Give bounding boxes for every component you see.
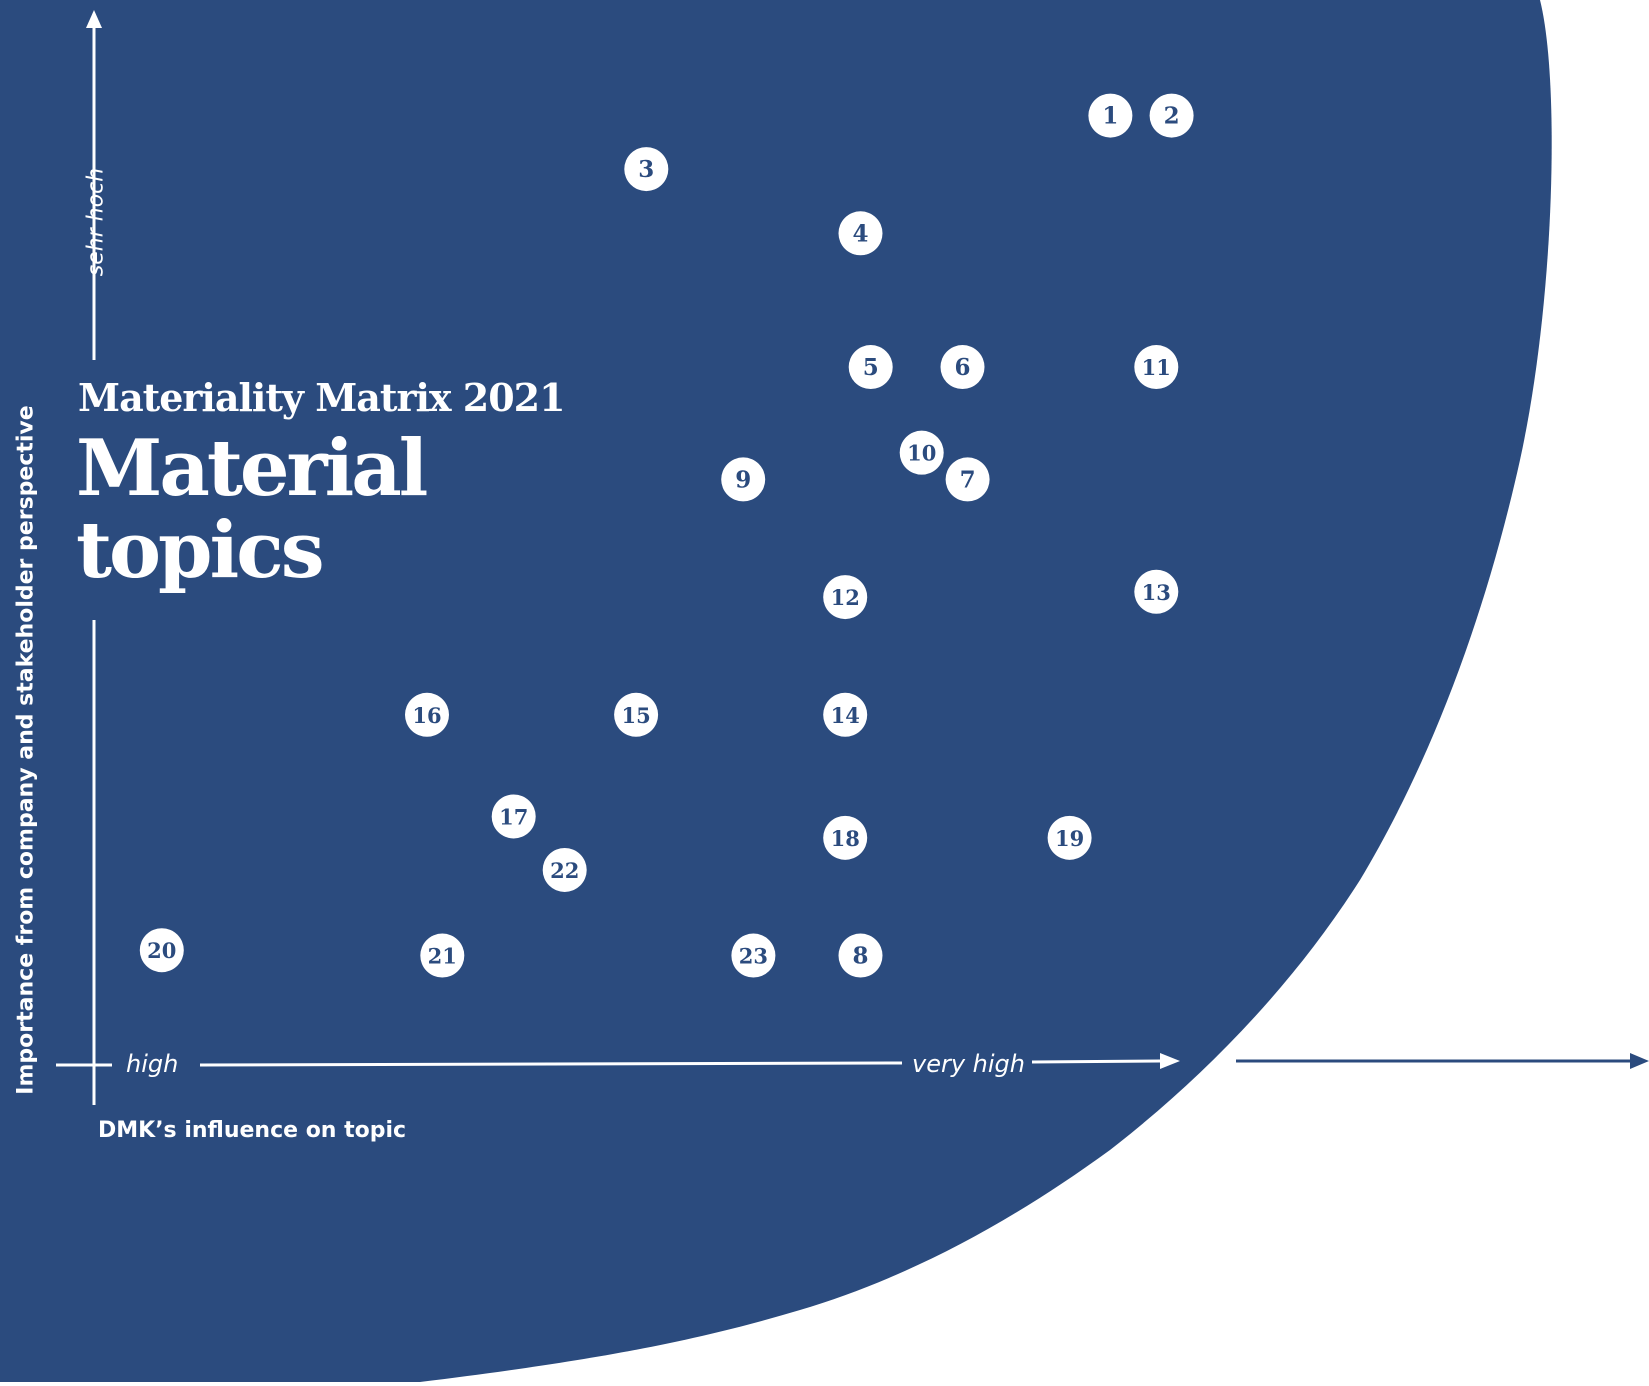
data-point-label: 17 xyxy=(499,804,528,829)
data-point: 14 xyxy=(823,692,868,737)
data-point-label: 18 xyxy=(831,826,860,851)
data-point-label: 2 xyxy=(1164,103,1180,130)
data-point-marker xyxy=(823,815,868,860)
data-point-marker xyxy=(1047,815,1092,860)
outer-arrowhead xyxy=(1630,1053,1649,1069)
data-point-marker xyxy=(731,933,776,978)
data-point-label: 5 xyxy=(863,354,879,381)
data-point-label: 3 xyxy=(638,156,654,183)
axes xyxy=(56,10,1649,1105)
data-point-label: 23 xyxy=(739,944,768,969)
data-point: 22 xyxy=(542,847,587,892)
data-point-label: 1 xyxy=(1102,103,1118,130)
data-point-label: 13 xyxy=(1142,580,1171,605)
data-point-label: 20 xyxy=(147,938,176,963)
data-point-marker xyxy=(823,575,868,620)
data-point: 23 xyxy=(731,933,776,978)
data-point-marker xyxy=(721,457,766,502)
data-point-marker xyxy=(1134,345,1179,390)
data-point-label: 10 xyxy=(907,441,936,466)
data-point: 18 xyxy=(823,815,868,860)
y-axis-arrowhead xyxy=(86,10,102,28)
data-point-marker xyxy=(1134,569,1179,614)
data-point-marker xyxy=(1088,93,1133,138)
data-point-marker xyxy=(823,692,868,737)
chart-title: Material topics xyxy=(76,423,428,596)
data-point: 13 xyxy=(1134,569,1179,614)
data-point: 1 xyxy=(1088,93,1133,138)
data-point: 20 xyxy=(139,928,184,973)
data-point: 9 xyxy=(721,457,766,502)
data-point-label: 4 xyxy=(852,220,868,247)
data-point: 4 xyxy=(838,211,883,256)
chart-subtitle: Materiality Matrix 2021 xyxy=(78,375,566,420)
data-point-marker xyxy=(838,211,883,256)
data-point-label: 16 xyxy=(412,703,441,728)
data-point-marker xyxy=(838,933,883,978)
x-tick-label-high: high xyxy=(126,1050,179,1078)
data-point-marker xyxy=(945,457,990,502)
data-point-label: 19 xyxy=(1055,826,1084,851)
data-point-marker xyxy=(491,794,536,839)
data-point-label: 6 xyxy=(954,354,970,381)
data-point: 17 xyxy=(491,794,536,839)
y-tick-label-top: sehr hoch xyxy=(83,167,109,277)
data-point: 21 xyxy=(420,933,465,978)
data-point-marker xyxy=(405,692,449,737)
data-point: 11 xyxy=(1134,345,1179,390)
data-point-label: 15 xyxy=(621,703,650,728)
x-axis-label: DMK’s influence on topic xyxy=(98,1118,407,1143)
x-axis-line-segment-b xyxy=(1031,1059,1161,1064)
data-point: 8 xyxy=(838,933,883,978)
data-point: 12 xyxy=(823,575,868,620)
data-point: 19 xyxy=(1047,815,1092,860)
data-point-marker xyxy=(899,430,944,475)
data-point-label: 8 xyxy=(852,943,868,970)
brush-background-shape xyxy=(0,0,1552,1382)
data-point-marker xyxy=(139,928,184,973)
data-point: 16 xyxy=(405,692,449,737)
x-tick-label-very-high: very high xyxy=(912,1050,1025,1078)
data-point-marker xyxy=(614,692,659,737)
data-point-label: 22 xyxy=(550,858,579,883)
data-point-label: 11 xyxy=(1142,355,1171,380)
data-point: 3 xyxy=(624,147,669,192)
data-point-marker xyxy=(940,345,985,390)
data-point-label: 7 xyxy=(960,466,976,493)
data-point: 5 xyxy=(848,345,893,390)
x-axis-line-segment-a xyxy=(199,1061,903,1067)
y-axis-label: Importance from company and stakeholder … xyxy=(13,405,39,1095)
data-point-marker xyxy=(848,345,893,390)
data-point-label: 14 xyxy=(831,703,860,728)
data-point: 2 xyxy=(1149,93,1194,138)
data-point-label: 21 xyxy=(428,944,457,969)
data-point: 15 xyxy=(614,692,659,737)
data-point-marker xyxy=(1149,93,1194,138)
data-point-marker xyxy=(542,847,587,892)
data-point-marker xyxy=(420,933,465,978)
x-axis-arrowhead xyxy=(1160,1053,1180,1069)
data-point: 7 xyxy=(945,457,990,502)
data-point: 6 xyxy=(940,345,985,390)
data-point-label: 12 xyxy=(831,585,860,610)
data-point: 10 xyxy=(899,430,944,475)
data-point-label: 9 xyxy=(735,466,751,493)
data-point-marker xyxy=(624,147,669,192)
